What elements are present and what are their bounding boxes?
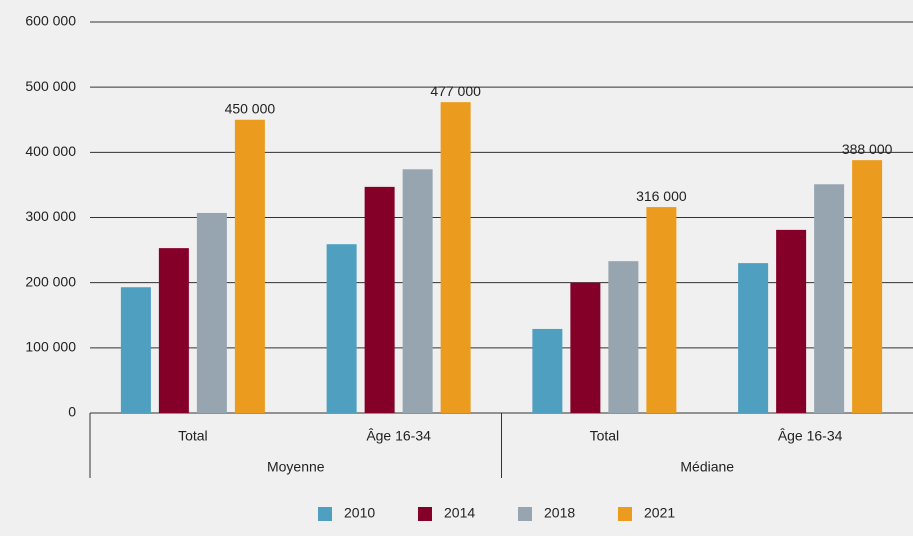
value-label: 388 000 <box>842 141 893 157</box>
bar <box>120 287 151 413</box>
y-tick-label: 100 000 <box>25 339 76 355</box>
x-tick-label: Total <box>590 428 620 444</box>
group-label: Médiane <box>680 459 734 475</box>
legend-swatch <box>518 507 532 521</box>
x-tick-label: Âge 16-34 <box>778 428 843 444</box>
bar <box>234 119 265 413</box>
x-tick-label: Âge 16-34 <box>366 428 431 444</box>
bar <box>852 160 883 413</box>
y-tick-label: 0 <box>68 404 76 420</box>
bar <box>402 169 433 413</box>
bar <box>776 229 807 413</box>
bar <box>646 207 677 413</box>
bar <box>532 328 563 413</box>
legend-swatch <box>418 507 432 521</box>
y-tick-label: 200 000 <box>25 273 76 289</box>
bar <box>608 261 639 413</box>
bar <box>158 248 189 413</box>
value-label: 477 000 <box>430 83 481 99</box>
bar <box>364 186 395 413</box>
y-tick-label: 600 000 <box>25 13 76 29</box>
bar <box>440 102 471 413</box>
bar <box>738 263 769 413</box>
bar <box>814 184 845 413</box>
x-tick-label: Total <box>178 428 208 444</box>
y-tick-label: 400 000 <box>25 143 76 159</box>
legend-swatch <box>618 507 632 521</box>
value-label: 316 000 <box>636 188 687 204</box>
group-label: Moyenne <box>267 459 325 475</box>
bar <box>326 244 357 413</box>
y-tick-label: 500 000 <box>25 78 76 94</box>
bar <box>196 212 227 413</box>
legend-swatch <box>318 507 332 521</box>
legend-label: 2010 <box>344 505 375 521</box>
legend-label: 2014 <box>444 505 475 521</box>
legend-label: 2021 <box>644 505 675 521</box>
bar <box>570 282 601 413</box>
y-tick-label: 300 000 <box>25 208 76 224</box>
value-label: 450 000 <box>225 100 276 116</box>
legend-label: 2018 <box>544 505 575 521</box>
